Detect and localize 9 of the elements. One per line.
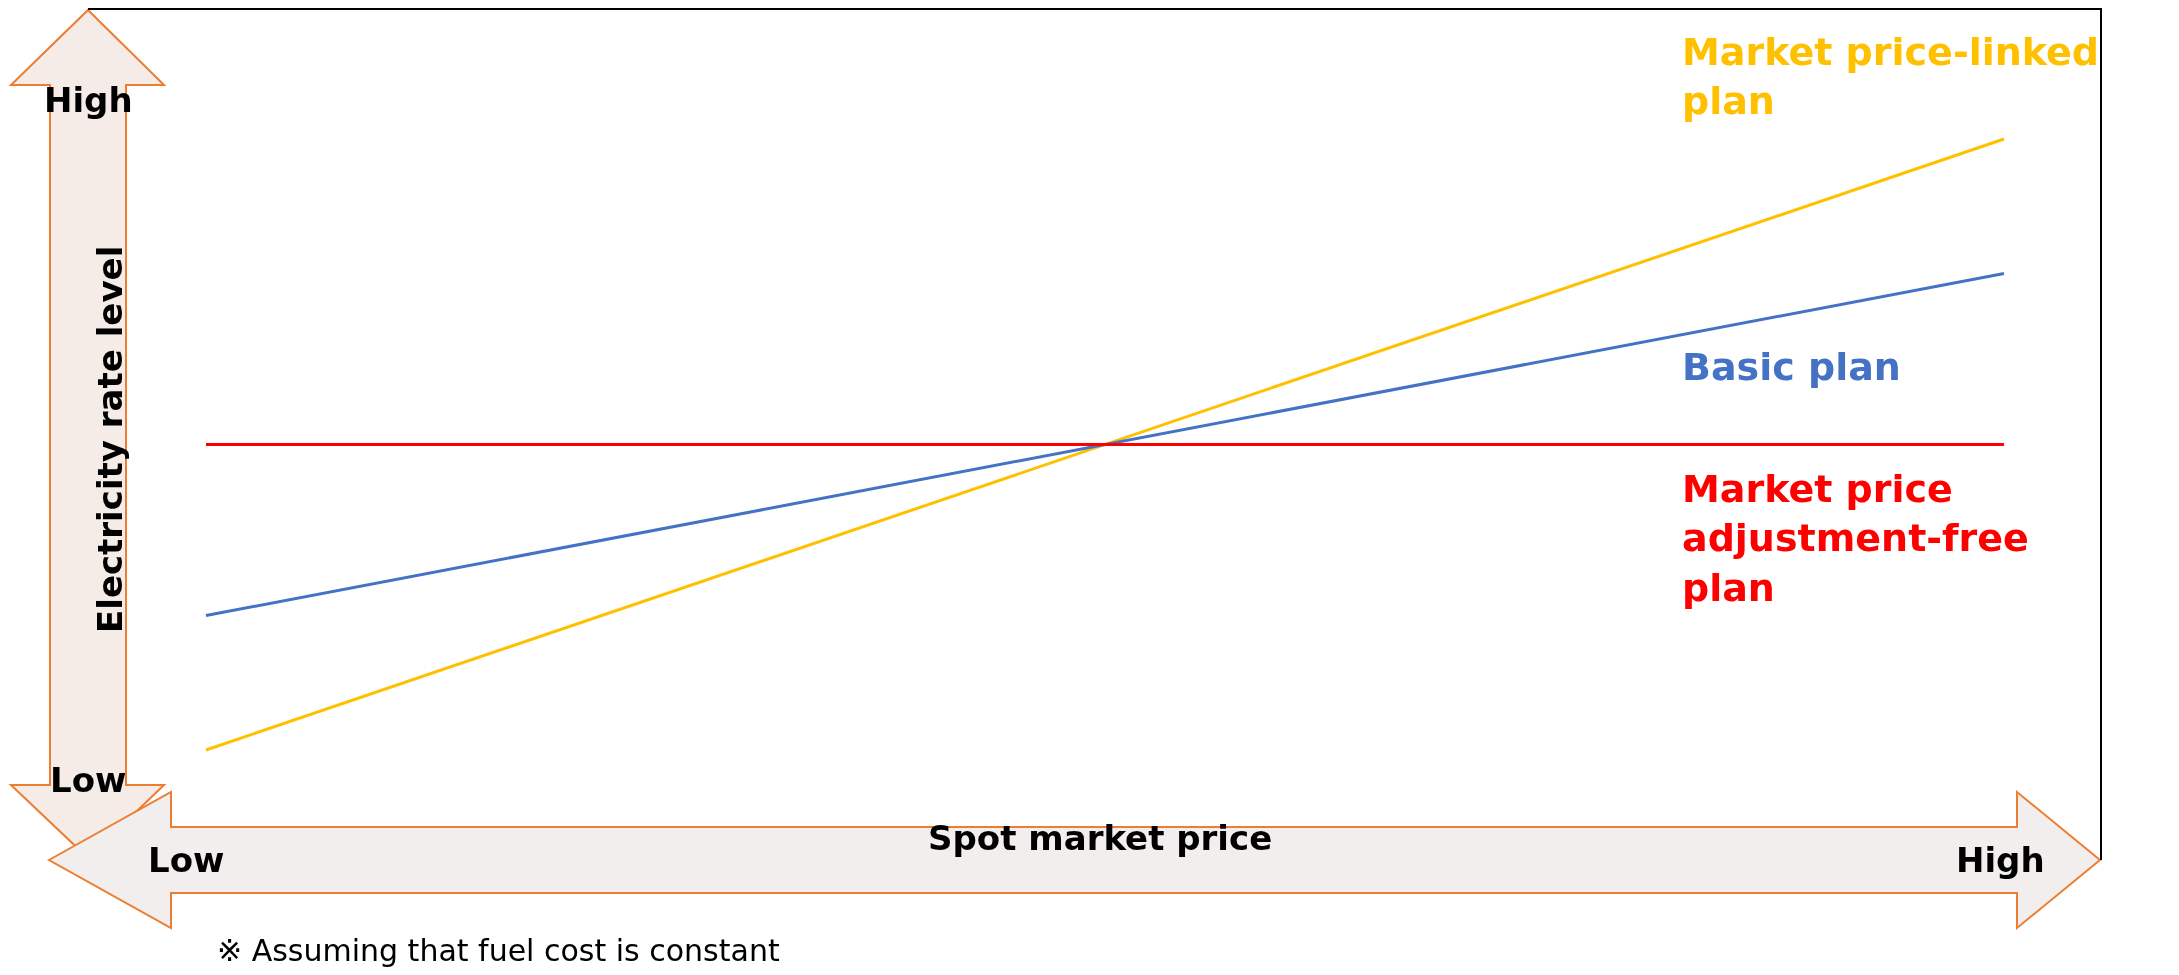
text: High [1956,840,2045,880]
text: ※ Assuming that fuel cost is constant [217,933,780,968]
text: Low [148,840,225,880]
text: Market price-linked plan [1682,30,2099,124]
x-axis-title: Spot market price [928,818,1273,858]
y-axis-title: Electricity rate level [90,245,130,633]
series-label: Basic plan [1682,345,1901,389]
text: Low [50,760,127,800]
series-label: Market price adjustment-free plan [1682,467,2029,610]
